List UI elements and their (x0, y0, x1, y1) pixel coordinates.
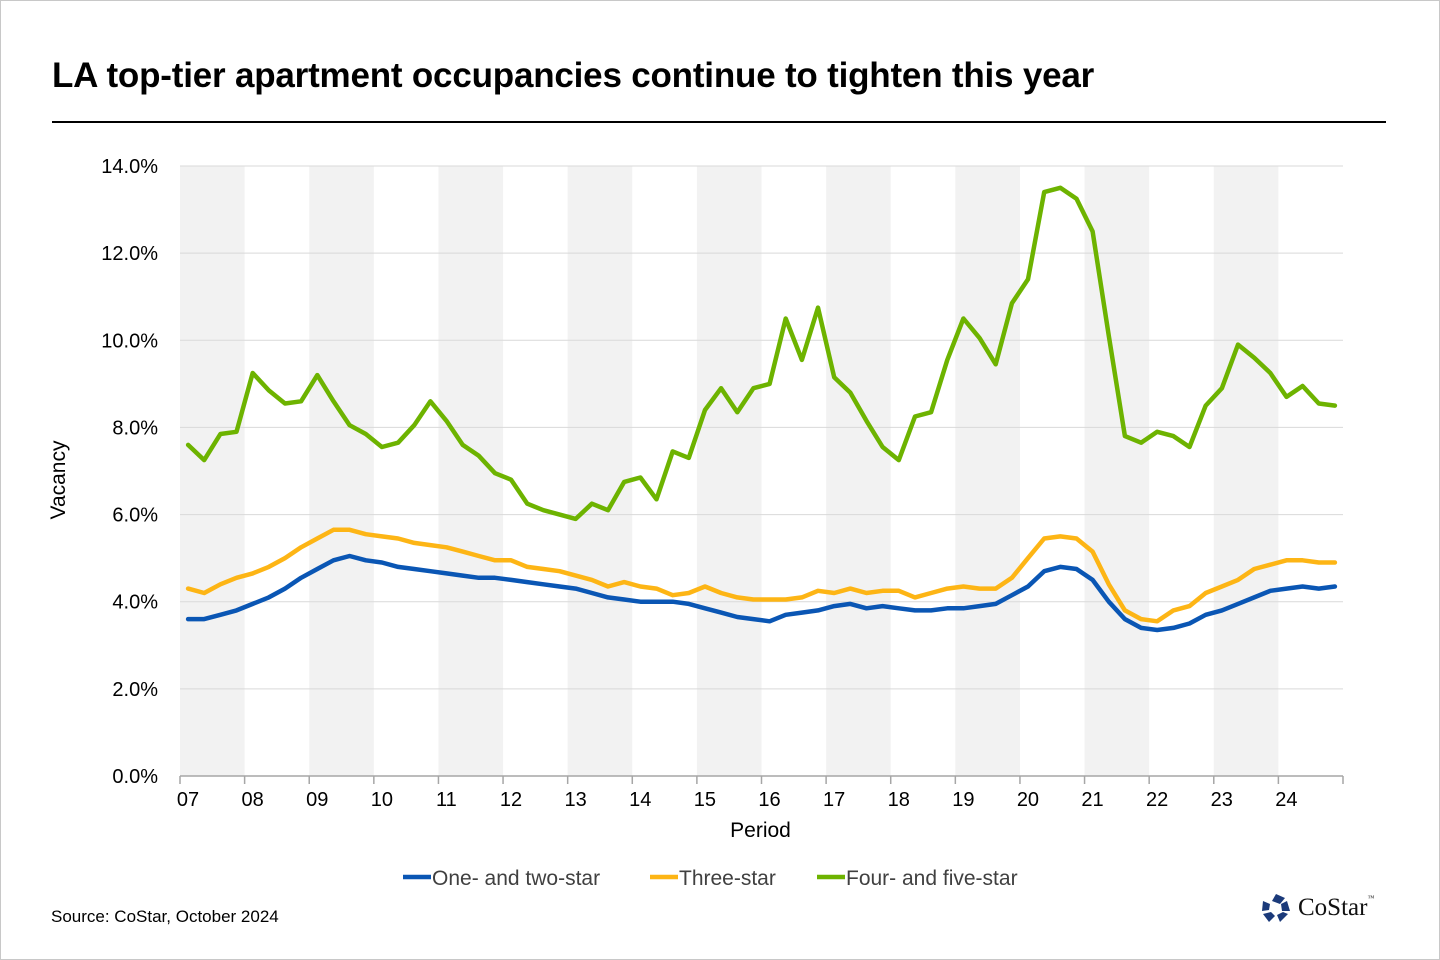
costar-star-icon (1262, 894, 1290, 922)
y-tick-label: 8.0% (112, 417, 158, 439)
legend-label: Four- and five-star (846, 867, 1018, 890)
y-tick-label: 12.0% (101, 243, 158, 265)
x-tick-label: 24 (1275, 789, 1297, 811)
legend-label: Three-star (679, 867, 776, 890)
x-tick-label: 16 (758, 789, 780, 811)
year-band (309, 166, 374, 776)
logo-text: CoStar™ (1298, 894, 1374, 922)
x-tick-label: 12 (500, 789, 522, 811)
series-line-1 (185, 527, 1338, 624)
x-tick-label: 11 (436, 789, 457, 811)
x-tick-label: 07 (177, 789, 199, 811)
y-tick-label: 14.0% (101, 156, 158, 178)
x-tick-label: 23 (1211, 789, 1233, 811)
y-axis-label: Vacancy (47, 440, 70, 519)
year-band (696, 166, 762, 776)
year-band (826, 166, 891, 776)
x-tick-label: 08 (241, 789, 263, 811)
y-tick-label: 4.0% (112, 592, 158, 614)
year-band (955, 166, 1020, 776)
series-line-0 (185, 553, 1338, 633)
year-band (1084, 166, 1150, 776)
source-note: Source: CoStar, October 2024 (51, 907, 279, 926)
year-band (1213, 166, 1279, 776)
year-band (567, 166, 633, 776)
year-band (180, 166, 245, 776)
x-tick-label: 14 (629, 789, 651, 811)
x-tick-label: 10 (371, 789, 393, 811)
x-tick-label: 22 (1146, 789, 1168, 811)
x-tick-label: 19 (952, 789, 974, 811)
y-tick-label: 0.0% (112, 766, 158, 788)
x-tick-label: 13 (565, 789, 587, 811)
y-tick-label: 10.0% (101, 330, 158, 352)
x-tick-label: 09 (306, 789, 328, 811)
title-divider (52, 121, 1386, 123)
logo-tm: ™ (1367, 894, 1375, 902)
series-line-2 (185, 185, 1338, 522)
chart-title: LA top-tier apartment occupancies contin… (52, 56, 1095, 95)
x-tick-label: 18 (888, 789, 910, 811)
x-tick-label: 21 (1081, 789, 1103, 811)
x-tick-label: 17 (823, 789, 845, 811)
y-tick-label: 6.0% (112, 505, 158, 527)
x-tick-label: 15 (694, 789, 716, 811)
legend-label: One- and two-star (432, 867, 600, 890)
x-tick-label: 20 (1017, 789, 1039, 811)
logo-wordmark: CoStar (1298, 894, 1368, 921)
x-axis-label: Period (730, 819, 791, 842)
y-tick-label: 2.0% (112, 679, 158, 701)
costar-logo: CoStar™ (1260, 892, 1374, 924)
